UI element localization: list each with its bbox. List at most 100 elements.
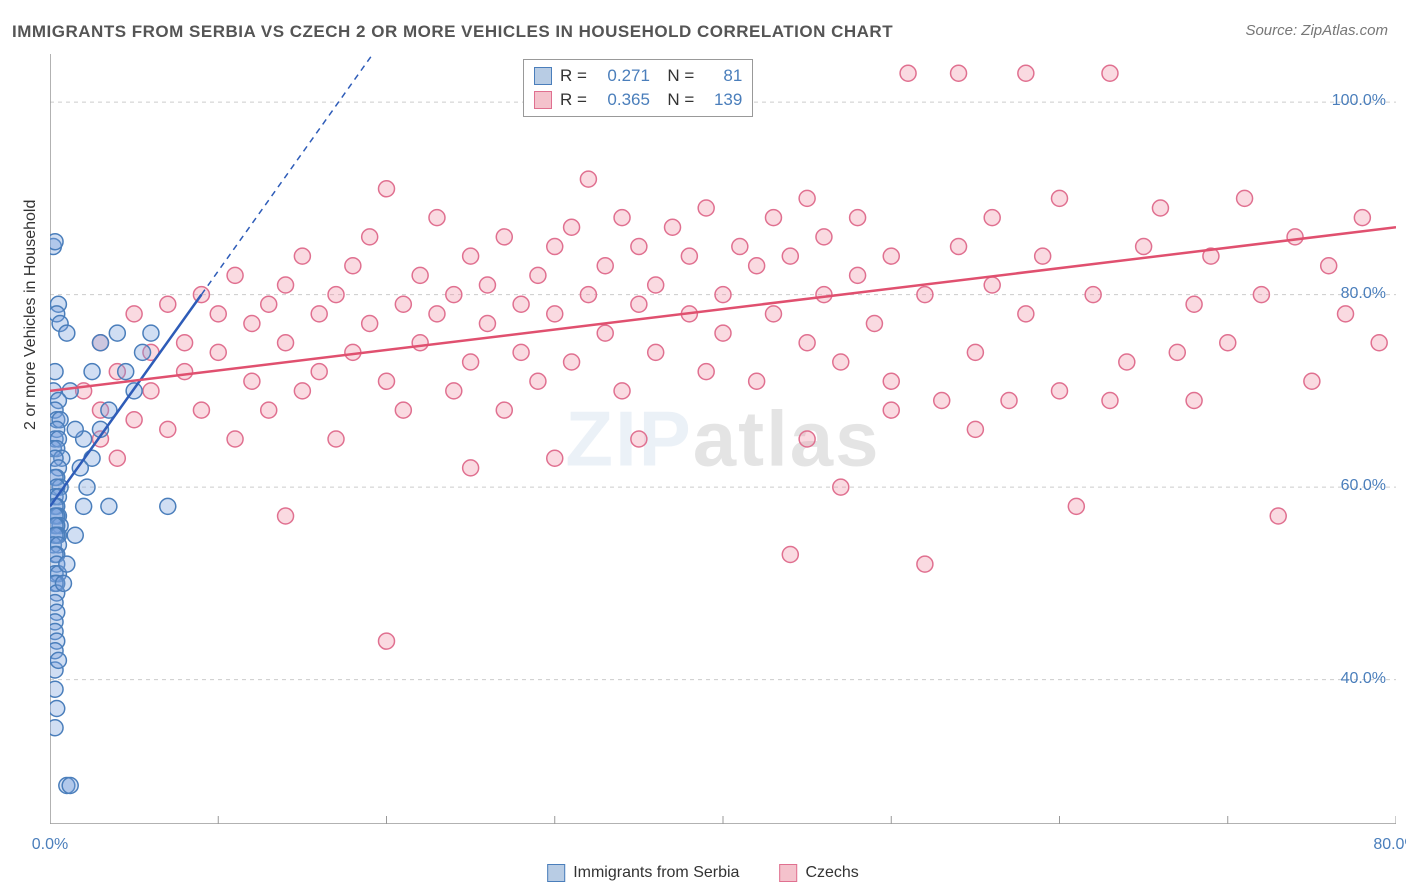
data-point — [850, 267, 866, 283]
data-point — [429, 210, 445, 226]
data-point — [1085, 287, 1101, 303]
data-point — [1371, 335, 1387, 351]
data-point — [850, 210, 866, 226]
y-tick-label: 40.0% — [1306, 670, 1386, 688]
stat-label: R = — [560, 90, 587, 110]
data-point — [50, 234, 63, 250]
data-point — [278, 508, 294, 524]
legend-label: Czechs — [805, 864, 858, 882]
data-point — [278, 277, 294, 293]
data-point — [967, 344, 983, 360]
data-point — [62, 778, 78, 794]
data-point — [799, 431, 815, 447]
data-point — [1304, 373, 1320, 389]
data-point — [614, 383, 630, 399]
data-point — [118, 364, 134, 380]
data-point — [715, 287, 731, 303]
data-point — [67, 421, 83, 437]
data-point — [1287, 229, 1303, 245]
data-point — [732, 239, 748, 255]
data-point — [1152, 200, 1168, 216]
data-point — [446, 287, 462, 303]
data-point — [883, 373, 899, 389]
stat-r: 0.271 — [595, 66, 650, 86]
legend-swatch — [534, 91, 552, 109]
bottom-legend: Immigrants from Serbia Czechs — [547, 864, 859, 882]
data-point — [496, 229, 512, 245]
data-point — [479, 277, 495, 293]
data-point — [429, 306, 445, 322]
data-point — [1169, 344, 1185, 360]
data-point — [143, 325, 159, 341]
data-point — [50, 364, 63, 380]
data-point — [50, 681, 63, 697]
data-point — [244, 316, 260, 332]
source-label: Source: ZipAtlas.com — [1245, 22, 1388, 39]
data-point — [816, 229, 832, 245]
data-point — [160, 498, 176, 514]
data-point — [967, 421, 983, 437]
data-point — [496, 402, 512, 418]
data-point — [547, 450, 563, 466]
data-point — [345, 258, 361, 274]
data-point — [833, 354, 849, 370]
data-point — [984, 277, 1000, 293]
data-point — [412, 267, 428, 283]
data-point — [50, 652, 66, 668]
legend-swatch — [547, 864, 565, 882]
data-point — [278, 335, 294, 351]
data-point — [1035, 248, 1051, 264]
data-point — [715, 325, 731, 341]
data-point — [193, 402, 209, 418]
data-point — [1186, 296, 1202, 312]
data-point — [143, 383, 159, 399]
data-point — [1052, 190, 1068, 206]
data-point — [934, 393, 950, 409]
data-point — [1136, 239, 1152, 255]
data-point — [463, 460, 479, 476]
data-point — [1068, 498, 1084, 514]
data-point — [530, 373, 546, 389]
data-point — [395, 296, 411, 312]
data-point — [126, 306, 142, 322]
data-point — [580, 171, 596, 187]
data-point — [816, 287, 832, 303]
data-point — [1220, 335, 1236, 351]
legend-swatch — [534, 67, 552, 85]
data-point — [530, 267, 546, 283]
y-tick-label: 60.0% — [1306, 477, 1386, 495]
legend-swatch — [779, 864, 797, 882]
stat-label: N = — [658, 90, 694, 110]
data-point — [177, 335, 193, 351]
legend-item: Immigrants from Serbia — [547, 864, 739, 882]
stat-n: 81 — [702, 66, 742, 86]
chart-title: IMMIGRANTS FROM SERBIA VS CZECH 2 OR MOR… — [12, 22, 893, 42]
data-point — [177, 364, 193, 380]
data-point — [362, 316, 378, 332]
y-tick-label: 80.0% — [1306, 285, 1386, 303]
data-point — [951, 239, 967, 255]
data-point — [101, 498, 117, 514]
data-point — [833, 479, 849, 495]
data-point — [92, 335, 108, 351]
data-point — [412, 335, 428, 351]
legend-label: Immigrants from Serbia — [573, 864, 739, 882]
stats-legend-row: R =0.271 N =81 — [534, 64, 742, 88]
data-point — [799, 335, 815, 351]
data-point — [631, 431, 647, 447]
data-point — [379, 181, 395, 197]
data-point — [1001, 393, 1017, 409]
x-tick-label: 0.0% — [32, 836, 68, 854]
legend-item: Czechs — [779, 864, 858, 882]
stats-legend: R =0.271 N =81R =0.365 N =139 — [523, 59, 753, 117]
data-point — [1052, 383, 1068, 399]
data-point — [765, 306, 781, 322]
data-point — [160, 296, 176, 312]
data-point — [244, 373, 260, 389]
data-point — [648, 344, 664, 360]
data-point — [580, 287, 596, 303]
y-tick-label: 100.0% — [1306, 92, 1386, 110]
plot-svg — [50, 54, 1396, 824]
data-point — [1102, 393, 1118, 409]
data-point — [1321, 258, 1337, 274]
